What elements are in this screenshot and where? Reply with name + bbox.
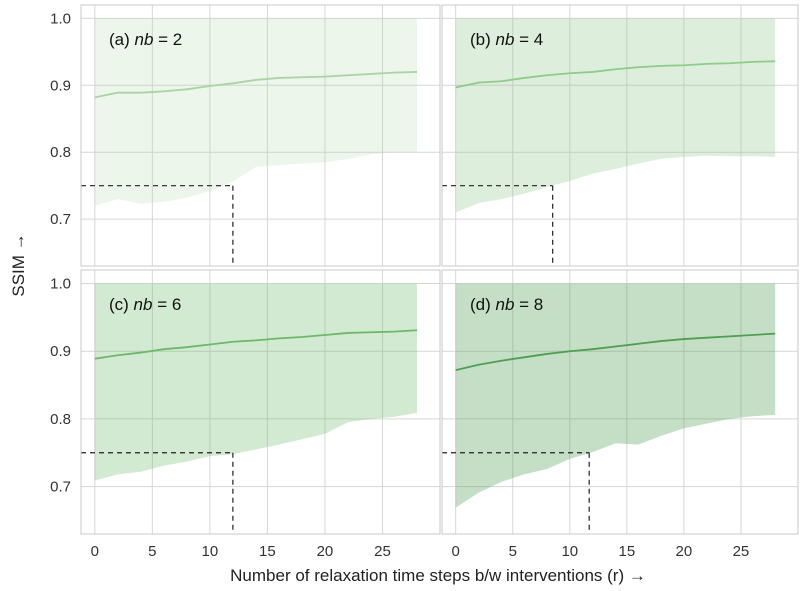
confidence-band bbox=[94, 18, 417, 206]
y-axis-label: SSIM → bbox=[9, 233, 28, 296]
y-tick-label: 0.8 bbox=[50, 411, 71, 428]
mean-line bbox=[94, 329, 418, 360]
x-tick-label: 25 bbox=[733, 543, 750, 560]
x-tick-label: 0 bbox=[452, 543, 460, 560]
panel-frame bbox=[441, 4, 799, 267]
x-tick-label: 25 bbox=[374, 543, 391, 560]
panel-3: (d) nb = 8 0 5 10 15 20 25 bbox=[441, 269, 799, 560]
panels-group: (a) nb = 2 0.7 0.8 0.9 1.0 (b) nb = 4 (c) nb =… bbox=[50, 4, 799, 560]
mean-line bbox=[455, 60, 776, 89]
y-tick-label: 1.0 bbox=[50, 10, 71, 27]
y-tick-label: 0.9 bbox=[50, 343, 71, 360]
panel-title: (a) nb = 2 bbox=[109, 30, 182, 49]
mean-line bbox=[94, 71, 418, 99]
x-tick-label: 5 bbox=[148, 543, 156, 560]
y-tick-label: 0.9 bbox=[50, 77, 71, 94]
panel-1: (b) nb = 4 bbox=[441, 4, 799, 267]
panel-frame bbox=[80, 269, 441, 535]
y-tick-label: 1.0 bbox=[50, 276, 71, 293]
x-tick-label: 15 bbox=[259, 543, 276, 560]
x-tick-label: 5 bbox=[509, 543, 517, 560]
panel-frame bbox=[441, 269, 799, 535]
y-tick-label: 0.8 bbox=[50, 144, 71, 161]
panel-title: (d) nb = 8 bbox=[470, 295, 543, 314]
panel-0: (a) nb = 2 0.7 0.8 0.9 1.0 bbox=[50, 4, 441, 267]
x-axis-label: Number of relaxation time steps b/w inte… bbox=[230, 566, 646, 585]
x-tick-label: 10 bbox=[561, 543, 578, 560]
x-tick-label: 20 bbox=[317, 543, 334, 560]
confidence-band bbox=[94, 283, 417, 481]
x-tick-label: 0 bbox=[91, 543, 99, 560]
panel-title: (c) nb = 6 bbox=[109, 295, 181, 314]
mean-line bbox=[455, 332, 776, 372]
y-tick-label: 0.7 bbox=[50, 211, 71, 228]
panel-frame bbox=[80, 4, 441, 267]
panel-2: (c) nb = 6 0.7 0.8 0.9 1.0 0 5 10 15 20 25 bbox=[50, 269, 441, 560]
x-tick-label: 20 bbox=[676, 543, 693, 560]
panel-title: (b) nb = 4 bbox=[470, 30, 543, 49]
confidence-band bbox=[455, 283, 776, 508]
x-tick-label: 10 bbox=[202, 543, 219, 560]
y-tick-label: 0.7 bbox=[50, 479, 71, 496]
x-tick-label: 15 bbox=[619, 543, 636, 560]
confidence-band bbox=[455, 18, 776, 213]
